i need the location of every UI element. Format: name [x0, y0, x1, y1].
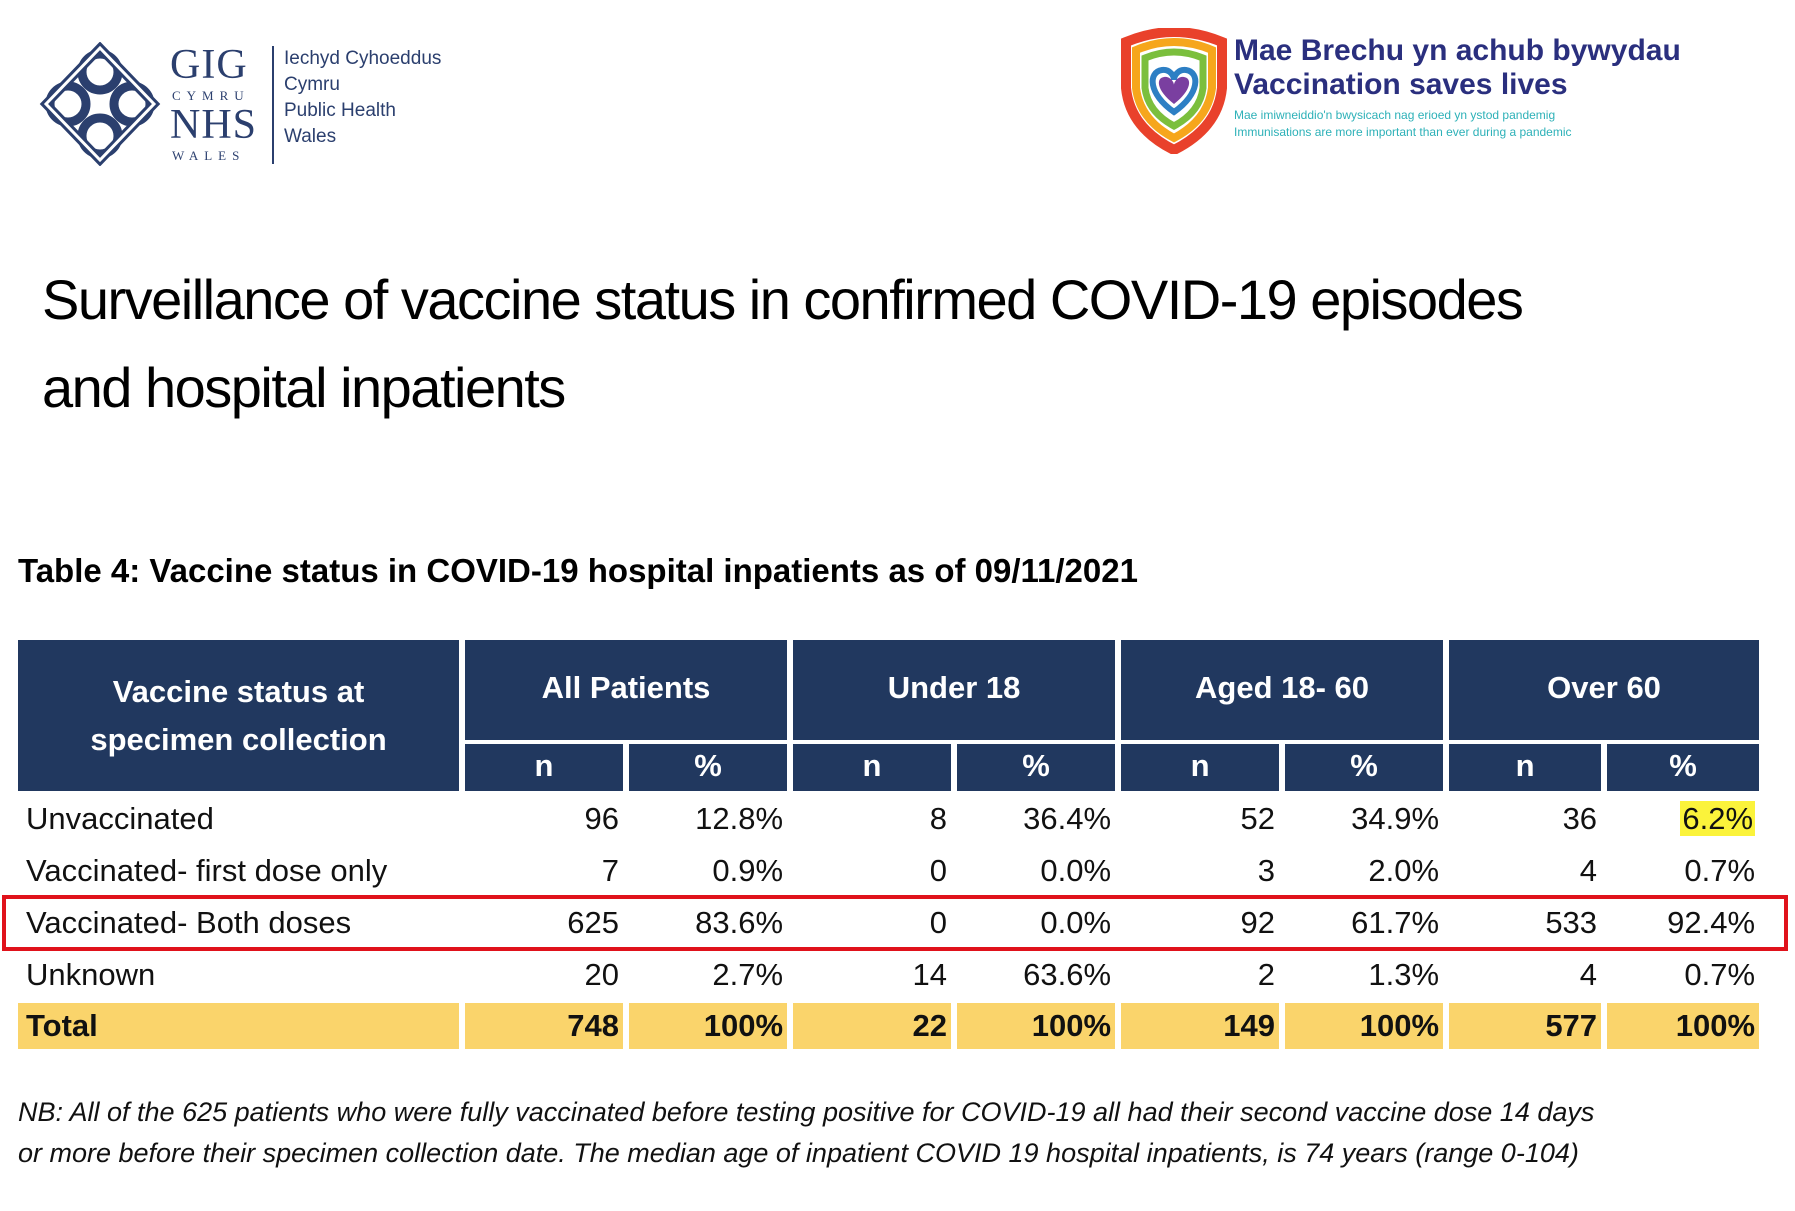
table-row-first-dose: Vaccinated- first dose only 7 0.9% 0 0.0… — [18, 847, 1759, 895]
table-cell: 12.8% — [695, 801, 784, 836]
row-label: Vaccinated- first dose only — [26, 853, 388, 888]
total-cell: 22 — [793, 1003, 952, 1049]
table-cell: 0 — [929, 853, 948, 888]
total-cell: 100% — [1607, 1003, 1760, 1049]
vaccine-status-table: Vaccine status at specimen collection Al… — [12, 636, 1765, 1053]
total-cell: 577 — [1449, 1003, 1602, 1049]
under-18-header: Under 18 — [793, 640, 1116, 740]
n-header: n — [465, 743, 623, 791]
highlighted-value: 6.2% — [1680, 801, 1756, 836]
page-title: Surveillance of vaccine status in confir… — [42, 256, 1762, 432]
org-line: Wales — [284, 126, 337, 147]
row-label: Unvaccinated — [26, 801, 214, 836]
table-cell: 3 — [1257, 853, 1276, 888]
cymru-text: CYMRU — [172, 88, 250, 103]
percent-header: % — [1607, 743, 1760, 791]
table-cell: 63.6% — [1023, 957, 1112, 992]
table-row-unknown: Unknown 20 2.7% 14 63.6% 2 1.3% 4 0.7% — [18, 951, 1759, 999]
table-cell: 61.7% — [1351, 905, 1440, 940]
table-row-both-doses: Vaccinated- Both doses 625 83.6% 0 0.0% … — [18, 899, 1759, 947]
table-cell: 92.4% — [1667, 905, 1756, 940]
gig-nhs-wordmark: GIG CYMRU NHS WALES — [170, 44, 262, 168]
over-60-header: Over 60 — [1449, 640, 1760, 740]
table-cell: 4 — [1579, 853, 1598, 888]
total-cell: 100% — [629, 1003, 788, 1049]
vaccination-english-subline: Immunisations are more important than ev… — [1234, 125, 1572, 139]
vaccination-welsh-line: Mae Brechu yn achub bywydau — [1234, 34, 1681, 67]
table-cell: 83.6% — [695, 905, 784, 940]
table-cell: 36.4% — [1023, 801, 1112, 836]
table-cell: 0.7% — [1684, 853, 1756, 888]
table-cell: 0 — [929, 905, 948, 940]
nhs-wales-logo: GIG CYMRU NHS WALES Iechyd Cyhoeddus Cym… — [38, 38, 468, 168]
table-cell: 0.0% — [1040, 905, 1112, 940]
celtic-knot-icon — [39, 42, 161, 166]
table-cell: 20 — [584, 957, 619, 992]
table-cell: 14 — [912, 957, 948, 992]
table-cell: 1.3% — [1368, 957, 1440, 992]
table-cell: 52 — [1240, 801, 1276, 836]
rainbow-heart-shield-icon — [1121, 28, 1227, 154]
highlighted-cell: 6.2% — [1607, 795, 1759, 843]
table-cell: 625 — [567, 905, 619, 940]
n-header: n — [793, 743, 952, 791]
n-header: n — [1121, 743, 1280, 791]
total-cell: 748 — [465, 1003, 623, 1049]
table-cell: 8 — [929, 801, 948, 836]
vaccination-welsh-subline: Mae imiwneiddio'n bwysicach nag erioed y… — [1234, 108, 1556, 122]
table-cell: 0.7% — [1684, 957, 1756, 992]
table-row-total: Total 748 100% 22 100% 149 100% 577 100% — [18, 1003, 1760, 1049]
footnote-line: or more before their specimen collection… — [18, 1138, 1579, 1168]
logo-divider — [272, 46, 274, 164]
gig-text: GIG — [170, 42, 248, 88]
header-line: specimen collection — [90, 722, 387, 757]
vaccination-saves-lives-logo: Mae Brechu yn achub bywydau Vaccination … — [1118, 28, 1681, 158]
table-cell: 92 — [1240, 905, 1276, 940]
table-cell: 2 — [1257, 957, 1276, 992]
row-label: Unknown — [26, 957, 156, 992]
table-cell: 2.7% — [712, 957, 784, 992]
table-row-unvaccinated: Unvaccinated 96 12.8% 8 36.4% 52 34.9% 3… — [18, 795, 1759, 843]
table-group-header-row: Vaccine status at specimen collection Al… — [18, 640, 1760, 791]
percent-header: % — [957, 743, 1116, 791]
percent-header: % — [629, 743, 788, 791]
wales-text: WALES — [172, 148, 246, 163]
table-cell: 96 — [584, 801, 619, 836]
table-cell: 4 — [1579, 957, 1598, 992]
table-cell: 7 — [601, 853, 619, 888]
page-title-line: Surveillance of vaccine status in confir… — [42, 268, 1524, 331]
row-label: Vaccinated- Both doses — [26, 905, 352, 940]
total-cell: 100% — [1285, 1003, 1444, 1049]
table-cell: 0.0% — [1040, 853, 1112, 888]
total-cell: 149 — [1121, 1003, 1280, 1049]
table-sub-header-row: n % n % n % n % — [18, 743, 1760, 791]
header-line: Vaccine status at — [112, 674, 365, 709]
vaccine-status-header: Vaccine status at specimen collection — [18, 640, 459, 791]
org-line: Public Health — [284, 100, 396, 121]
footnote: NB: All of the 625 patients who were ful… — [18, 1092, 1778, 1174]
total-cell: 100% — [957, 1003, 1116, 1049]
page-header: GIG CYMRU NHS WALES Iechyd Cyhoeddus Cym… — [0, 0, 1795, 190]
footnote-line: NB: All of the 625 patients who were ful… — [18, 1097, 1595, 1127]
total-label: Total — [18, 1003, 459, 1049]
table-caption: Table 4: Vaccine status in COVID-19 hosp… — [18, 552, 1138, 589]
vaccination-english-line: Vaccination saves lives — [1234, 68, 1568, 101]
public-health-wales-name: Iechyd Cyhoeddus Cymru Public Health Wal… — [284, 46, 474, 150]
nhs-text: NHS — [170, 102, 258, 148]
all-patients-header: All Patients — [465, 640, 788, 740]
org-line: Cymru — [284, 74, 340, 95]
table-cell: 533 — [1545, 905, 1598, 940]
table-cell: 36 — [1562, 801, 1598, 836]
aged-18-60-header: Aged 18- 60 — [1121, 640, 1444, 740]
table-cell: 2.0% — [1368, 853, 1440, 888]
page-title-line: and hospital inpatients — [42, 356, 566, 419]
table-cell: 0.9% — [712, 853, 784, 888]
org-line: Iechyd Cyhoeddus — [284, 48, 442, 69]
percent-header: % — [1285, 743, 1444, 791]
n-header: n — [1449, 743, 1602, 791]
table-cell: 34.9% — [1351, 801, 1440, 836]
